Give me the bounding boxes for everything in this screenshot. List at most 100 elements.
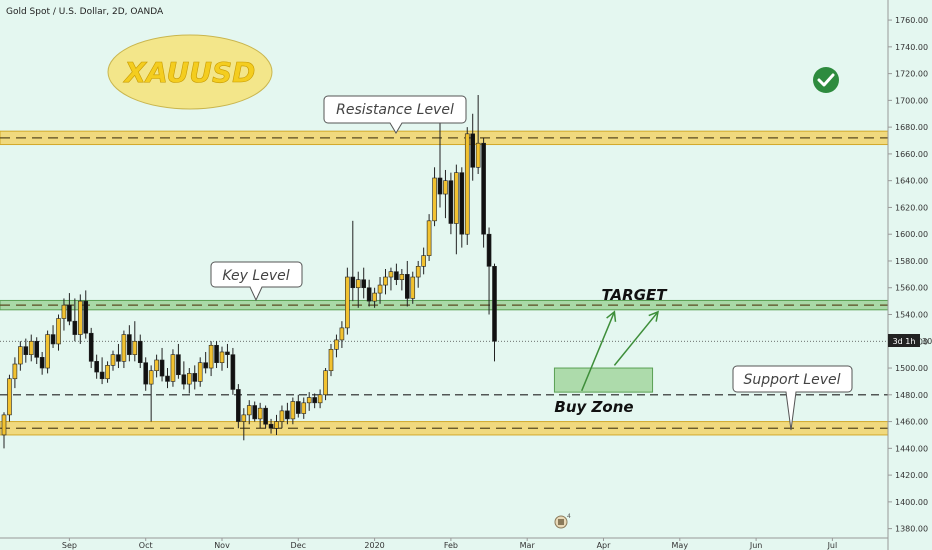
y-tick-label: 1500.00	[895, 364, 928, 373]
x-tick-label: 2020	[364, 541, 384, 550]
candle-body	[345, 276, 350, 329]
key-level-callout-label: Key Level	[222, 268, 289, 284]
candle-body	[110, 354, 116, 366]
candle-body	[121, 334, 127, 362]
x-tick-label: Sep	[62, 541, 77, 550]
candle-body	[475, 142, 481, 168]
candle-body	[464, 133, 470, 235]
candle-body	[56, 318, 61, 345]
target-arrow	[613, 311, 659, 366]
candle-body	[34, 340, 40, 358]
check-icon	[813, 67, 839, 93]
candle	[241, 408, 247, 441]
candle	[28, 334, 34, 362]
candle	[268, 418, 274, 434]
candle	[470, 113, 476, 181]
candle-body	[67, 304, 72, 322]
y-tick-label: 1420.00	[895, 471, 928, 480]
candle-body	[443, 180, 448, 195]
candle	[312, 393, 317, 409]
candle	[388, 267, 394, 291]
candle	[426, 214, 432, 261]
candle	[165, 368, 170, 389]
candle-body	[383, 276, 388, 286]
candle-body	[72, 320, 78, 335]
candle	[72, 298, 78, 342]
candle-body	[214, 344, 219, 363]
y-tick-label: 1720.00	[895, 70, 928, 79]
x-tick-label: May	[672, 541, 689, 550]
y-tick-label: 1700.00	[895, 96, 928, 105]
candle	[481, 137, 486, 248]
candle-body	[263, 407, 268, 425]
candle-body	[470, 133, 476, 168]
candle	[464, 127, 470, 245]
candle-body	[426, 220, 432, 256]
candle	[301, 397, 307, 419]
candle	[454, 164, 459, 255]
candle-body	[432, 177, 437, 222]
y-tick-label: 1380.00	[895, 525, 928, 534]
candle-body	[99, 371, 105, 380]
candle	[39, 351, 45, 375]
y-tick-label: 1660.00	[895, 150, 928, 159]
target-arrow-head	[648, 310, 659, 322]
target-arrow	[581, 311, 616, 392]
candle	[236, 384, 241, 429]
resistance-callout-label: Resistance Level	[336, 102, 454, 118]
candle	[263, 405, 268, 429]
candle	[99, 357, 105, 385]
candle-body	[137, 340, 143, 363]
candle	[159, 347, 165, 382]
candle	[366, 279, 372, 307]
candle-body	[94, 361, 99, 373]
candle	[361, 267, 367, 299]
candle-body	[23, 346, 29, 355]
candle-body	[306, 397, 312, 404]
candle	[492, 263, 497, 362]
current-price-tag-tail: 30	[922, 337, 932, 346]
buy-zone-label: Buy Zone	[554, 398, 633, 416]
candle	[328, 343, 334, 377]
candle-body	[486, 233, 492, 267]
candle	[252, 401, 257, 422]
y-tick-label: 1580.00	[895, 257, 928, 266]
candle-body	[203, 362, 208, 369]
candle-body	[328, 348, 334, 372]
candle	[377, 277, 383, 304]
candle-body	[312, 397, 317, 404]
candle-body	[88, 332, 94, 362]
candle	[415, 260, 421, 288]
y-tick-label: 1680.00	[895, 123, 928, 132]
y-axis[interactable]: 1380.00 1400.00 1420.00 1440.00 1460.00 1480.…	[887, 0, 928, 550]
candle-body	[372, 292, 377, 302]
x-tick-label: Jul	[827, 541, 838, 550]
candle	[192, 365, 198, 390]
x-tick-label: Apr	[597, 541, 612, 550]
candle-body	[1, 414, 7, 436]
candle	[295, 394, 301, 418]
candle-body	[18, 346, 23, 365]
candle-body	[415, 266, 421, 278]
candle	[410, 271, 416, 304]
symbol-badge: XAUUSD	[107, 34, 273, 110]
candle-body	[421, 255, 426, 267]
candle	[285, 402, 290, 425]
candle	[121, 330, 127, 369]
candle	[18, 341, 23, 371]
candle-body	[176, 354, 181, 376]
candle	[225, 343, 230, 369]
candle	[448, 172, 454, 235]
candle	[421, 247, 426, 275]
candle	[290, 397, 296, 425]
candle	[50, 325, 56, 348]
candle-body	[154, 359, 159, 372]
y-tick-label: 1460.00	[895, 418, 928, 427]
candle-body	[45, 334, 50, 369]
candle-body	[388, 271, 394, 278]
candle	[1, 412, 7, 449]
level-bands	[0, 130, 889, 436]
y-tick-label: 1400.00	[895, 498, 928, 507]
x-axis[interactable]: Sep Oct Nov Dec 2020 Feb Mar Apr May Jun Jul	[0, 537, 888, 550]
